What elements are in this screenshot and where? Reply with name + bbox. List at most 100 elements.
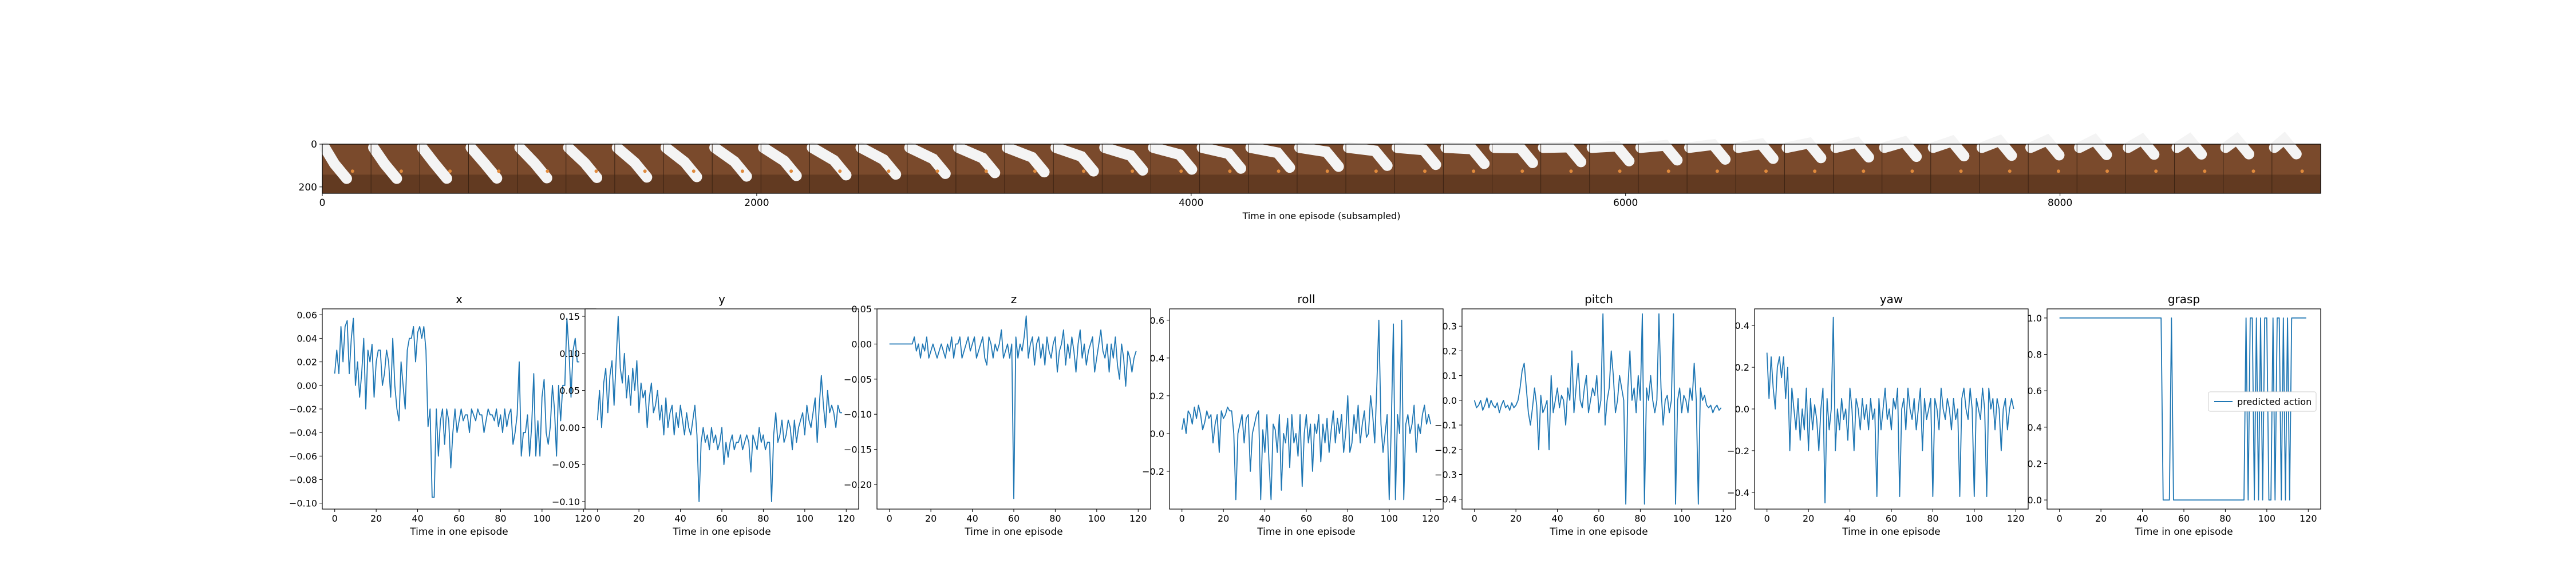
ytick-label: 0.2 bbox=[1443, 345, 1457, 356]
xtick-label: 120 bbox=[1714, 513, 1732, 524]
filmstrip-frame bbox=[2269, 132, 2321, 193]
robot-arm bbox=[2025, 133, 2065, 161]
robot-arm bbox=[2269, 132, 2302, 160]
robot-arm bbox=[611, 142, 653, 183]
filmstrip-frame bbox=[1733, 138, 1785, 193]
target-object bbox=[497, 169, 501, 173]
target-object bbox=[935, 169, 939, 173]
target-object bbox=[1959, 169, 1963, 173]
robot-arm bbox=[1245, 142, 1295, 173]
robot-arm bbox=[563, 142, 603, 183]
target-object bbox=[1910, 169, 1914, 173]
frame-table bbox=[1930, 174, 1980, 193]
axes-frame bbox=[584, 308, 859, 510]
filmstrip-frame bbox=[1196, 142, 1249, 193]
xtick-label: 120 bbox=[837, 513, 855, 524]
xtick-label: 40 bbox=[674, 513, 686, 524]
robot-arm bbox=[2074, 133, 2112, 160]
robot-arm bbox=[1001, 142, 1050, 178]
filmstrip-frame bbox=[2123, 133, 2175, 193]
filmstrip-frame bbox=[1440, 142, 1492, 193]
robot-arm bbox=[1196, 142, 1247, 174]
target-object bbox=[1374, 169, 1378, 173]
chart-xlabel: Time in one episode bbox=[1842, 526, 1940, 538]
filmstrip-frame bbox=[758, 142, 810, 193]
target-object bbox=[692, 169, 696, 173]
target-object bbox=[2154, 169, 2158, 173]
frame-table bbox=[1540, 174, 1590, 193]
xtick-label: 40 bbox=[1844, 513, 1855, 524]
filmstrip-frame bbox=[1879, 136, 1931, 193]
xtick-label: 120 bbox=[2300, 513, 2317, 524]
robot-arm bbox=[1586, 141, 1635, 166]
robot-arm bbox=[2220, 132, 2254, 160]
frame-table bbox=[2271, 174, 2321, 193]
chart-xlabel: Time in one episode bbox=[1549, 526, 1647, 538]
filmstrip-frame bbox=[1489, 142, 1541, 193]
chart-z: z 0 20 40 60 80 100 120 0.05 0.00 −0.05 −0.10 −0.15 −… bbox=[844, 292, 1151, 538]
axes-frame bbox=[322, 308, 596, 510]
ytick-label: −0.2 bbox=[1727, 446, 1749, 456]
xtick-label: 100 bbox=[1673, 513, 1691, 524]
xtick-label: 80 bbox=[757, 513, 769, 524]
ytick-label: 0.2 bbox=[2028, 458, 2042, 469]
filmstrip-frame bbox=[1001, 142, 1054, 193]
ytick-label: 0.00 bbox=[297, 380, 317, 391]
filmstrip-frame bbox=[563, 142, 615, 193]
series-line bbox=[889, 315, 1137, 499]
robot-arm bbox=[807, 142, 852, 181]
robot-arm bbox=[1050, 142, 1099, 177]
frame-table bbox=[1589, 174, 1638, 193]
robot-arm bbox=[1781, 137, 1827, 164]
filmstrip-frame bbox=[1342, 142, 1395, 193]
target-object bbox=[1618, 169, 1622, 173]
filmstrip-frame bbox=[1781, 137, 1834, 193]
frame-table bbox=[1199, 174, 1249, 193]
ytick-label: 0.8 bbox=[2028, 349, 2042, 360]
xtick-label: 60 bbox=[1008, 513, 1020, 524]
ytick-label: −0.10 bbox=[844, 409, 872, 420]
target-object bbox=[2300, 169, 2304, 173]
frame-table bbox=[809, 174, 859, 193]
xtick-label: 100 bbox=[796, 513, 814, 524]
ytick-label: 0.2 bbox=[1735, 362, 1749, 373]
series-line bbox=[1766, 316, 2014, 503]
chart-xlabel: Time in one episode bbox=[964, 526, 1062, 538]
xtick-label: 40 bbox=[1259, 513, 1270, 524]
ytick-label: 0.05 bbox=[851, 304, 872, 315]
robot-arm bbox=[1538, 141, 1587, 168]
xtick-label: 0 bbox=[332, 513, 338, 524]
chart-title: z bbox=[1011, 292, 1017, 306]
target-object bbox=[546, 169, 550, 173]
robot-arm bbox=[319, 142, 352, 184]
filmstrip-frame bbox=[1392, 142, 1444, 193]
target-object bbox=[1033, 169, 1037, 173]
xtick-label: 20 bbox=[1218, 513, 1229, 524]
filmstrip-frame bbox=[465, 142, 517, 193]
ytick-label: 0.3 bbox=[1443, 321, 1457, 332]
filmstrip-frame bbox=[855, 142, 907, 193]
series-line bbox=[2059, 317, 2306, 500]
filmstrip-ytick-label: 0 bbox=[311, 139, 317, 150]
target-object bbox=[1179, 169, 1183, 173]
legend-box bbox=[2208, 391, 2317, 412]
ytick-label: −0.08 bbox=[289, 475, 317, 486]
xtick-label: 80 bbox=[1342, 513, 1353, 524]
frame-table bbox=[1394, 174, 1444, 193]
ytick-label: 0.06 bbox=[297, 309, 317, 320]
series-line bbox=[1473, 313, 1722, 505]
frame-table bbox=[2125, 174, 2175, 193]
filmstrip-frame bbox=[1586, 141, 1638, 193]
filmstrip-frame bbox=[417, 142, 469, 193]
xtick-label: 100 bbox=[1381, 513, 1398, 524]
frame-table bbox=[1443, 174, 1492, 193]
target-object bbox=[1813, 169, 1817, 173]
frame-table bbox=[2077, 174, 2126, 193]
xtick-label: 20 bbox=[633, 513, 645, 524]
xtick-label: 60 bbox=[1301, 513, 1312, 524]
xtick-label: 100 bbox=[534, 513, 551, 524]
robot-arm bbox=[465, 142, 503, 184]
frame-table bbox=[1492, 174, 1541, 193]
xtick-label: 120 bbox=[575, 513, 592, 524]
filmstrip-frame bbox=[1927, 135, 1980, 193]
